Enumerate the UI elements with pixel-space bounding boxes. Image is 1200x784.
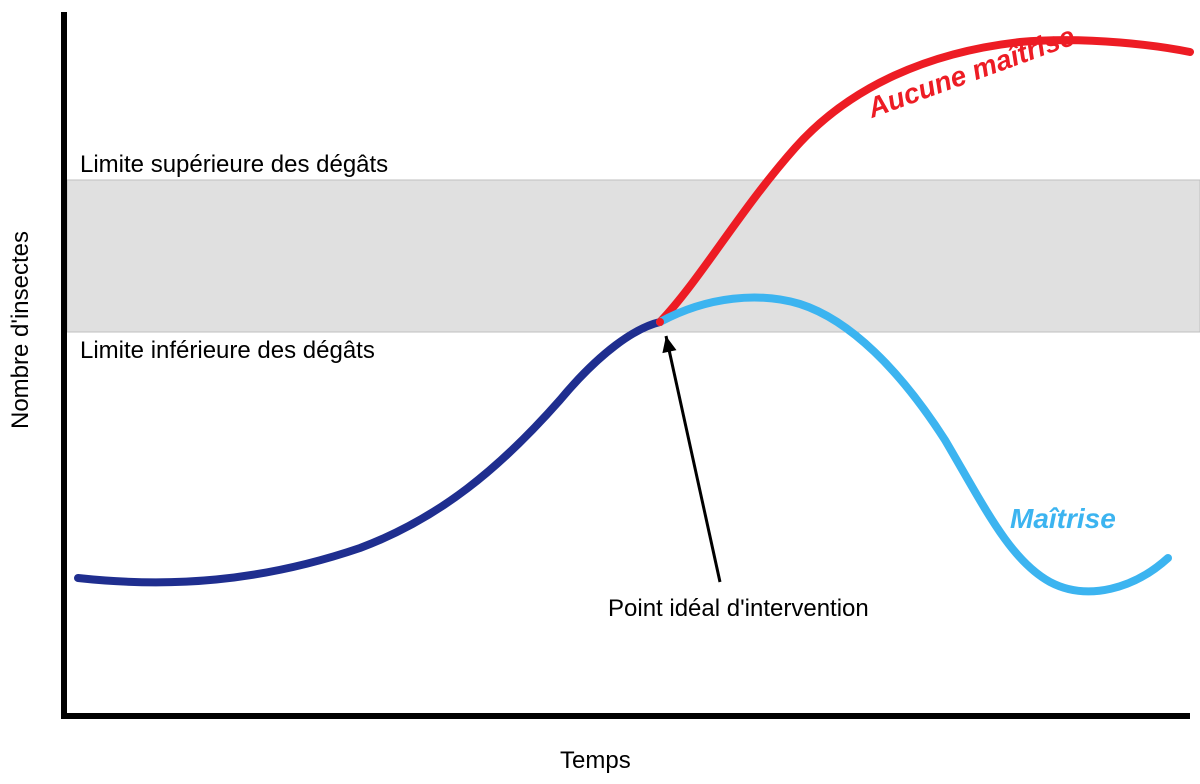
control-label: Maîtrise (1010, 503, 1116, 534)
y-axis-label: Nombre d'insectes (7, 231, 34, 429)
upper-limit-label: Limite supérieure des dégâts (80, 151, 388, 178)
intervention-label: Point idéal d'intervention (608, 595, 869, 622)
intervention-arrowhead-icon (662, 336, 676, 353)
intervention-dot (656, 318, 664, 326)
lower-limit-label: Limite inférieure des dégâts (80, 337, 375, 364)
chart-svg: Limite supérieure des dégâts Limite infé… (0, 0, 1200, 784)
chart-container: Limite supérieure des dégâts Limite infé… (0, 0, 1200, 784)
damage-band (67, 180, 1200, 332)
x-axis-label: Temps (560, 747, 631, 774)
intervention-arrow (666, 336, 720, 582)
curve-control (660, 298, 1168, 592)
